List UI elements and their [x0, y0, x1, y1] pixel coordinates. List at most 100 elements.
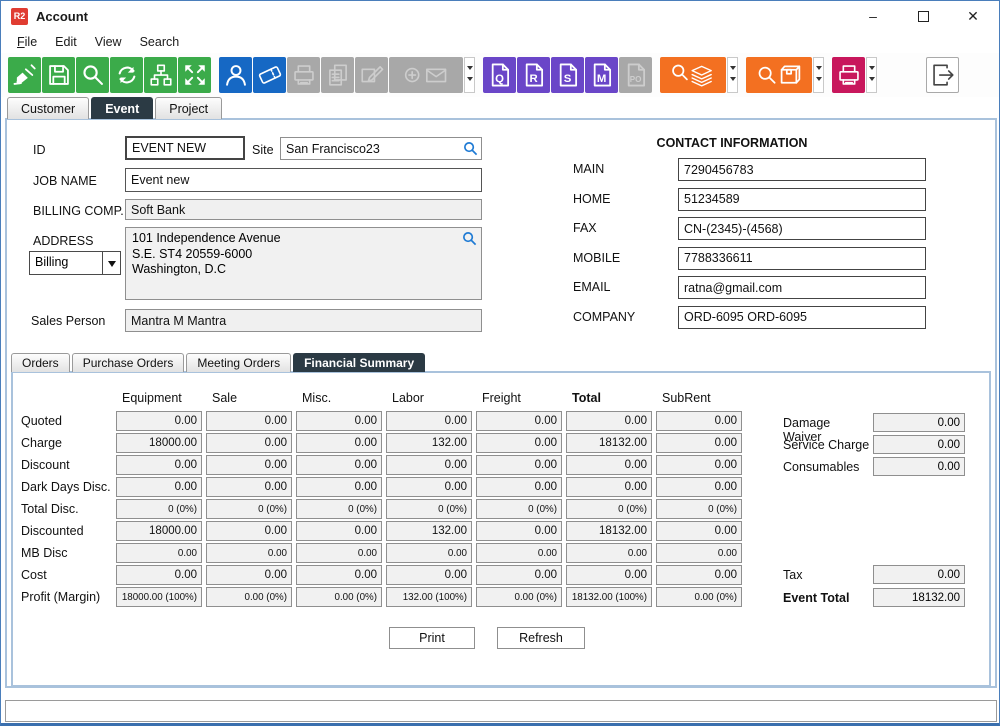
ticket-button[interactable] [253, 57, 286, 93]
hierarchy-button[interactable] [144, 57, 177, 93]
company-label: COMPANY [573, 309, 636, 324]
address-input[interactable]: 101 Independence Avenue S.E. ST4 20559-6… [125, 227, 482, 300]
plus-envelope-icon [395, 62, 457, 88]
subrental-button[interactable]: S [551, 57, 584, 93]
company-input[interactable] [678, 305, 926, 329]
id-label: ID [33, 143, 46, 157]
financial-cell: 0.00 [116, 565, 202, 585]
consumables-field: 0.00 [873, 457, 965, 476]
menu-item-edit[interactable]: Edit [55, 35, 77, 49]
sales-person-input[interactable] [125, 309, 482, 332]
address-type-select[interactable]: Billing [29, 251, 121, 275]
document-s-icon: S [555, 62, 581, 88]
save-button[interactable] [42, 57, 75, 93]
financial-cell: 0.00 [476, 521, 562, 541]
copy-icon [325, 62, 351, 88]
clear-button[interactable] [8, 57, 41, 93]
svg-text:PO: PO [629, 75, 641, 84]
tab-customer[interactable]: Customer [7, 97, 90, 119]
print-forms-button[interactable] [832, 57, 865, 93]
search-items-button[interactable] [746, 57, 812, 93]
financial-cell: 0 (0%) [656, 499, 742, 519]
chevron-down-icon [729, 77, 736, 84]
quote-button[interactable]: Q [483, 57, 516, 93]
financial-cell: 0.00 [206, 521, 292, 541]
search-orders-button[interactable] [660, 57, 726, 93]
financial-cell: 0.00 [476, 455, 562, 475]
search-orders-dropdown[interactable] [727, 57, 738, 93]
meeting-button[interactable]: M [585, 57, 618, 93]
expand-button[interactable] [178, 57, 211, 93]
menu-item-search[interactable]: Search [139, 35, 180, 49]
tab-event[interactable]: Event [91, 97, 154, 119]
id-input[interactable] [125, 136, 245, 160]
main-input[interactable] [678, 158, 926, 181]
sub-tab-orders[interactable]: Orders [11, 353, 70, 372]
menu-item-file[interactable]: File [17, 35, 38, 49]
exit-button[interactable] [926, 57, 959, 93]
financial-cell: 0.00 [656, 521, 742, 541]
financial-cell: 0.00 [116, 411, 202, 431]
close-button[interactable]: ✕ [967, 7, 979, 24]
contact-button[interactable] [219, 57, 252, 93]
person-icon [223, 62, 249, 88]
home-label: HOME [573, 191, 611, 206]
billing-company-input[interactable] [125, 199, 482, 220]
column-header-total: Total [572, 391, 601, 405]
sub-tab-financial-summary[interactable]: Financial Summary [293, 353, 426, 372]
financial-cell: 0.00 [206, 455, 292, 475]
column-header-misc: Misc. [302, 391, 332, 405]
job-name-input[interactable] [125, 168, 482, 192]
maximize-button[interactable] [913, 6, 933, 26]
financial-cell: 132.00 [386, 433, 472, 453]
address-type-arrow[interactable] [102, 252, 120, 274]
column-header-subrent: SubRent [662, 391, 711, 405]
mobile-input[interactable] [678, 246, 926, 270]
sub-tab-meeting-orders[interactable]: Meeting Orders [186, 353, 292, 372]
site-search-icon[interactable] [463, 141, 478, 156]
home-input[interactable] [678, 187, 926, 211]
chevron-down-icon [868, 77, 875, 84]
financial-cell: 0.00 [476, 477, 562, 497]
site-input[interactable] [280, 137, 482, 160]
financial-cell: 0.00 [566, 411, 652, 431]
refresh-button[interactable] [110, 57, 143, 93]
email-input[interactable] [678, 276, 926, 299]
print-button[interactable]: Print [389, 627, 475, 649]
tab-project[interactable]: Project [155, 97, 223, 119]
financial-cell: 0.00 [386, 411, 472, 431]
search-items-dropdown[interactable] [813, 57, 824, 93]
orders-tabstrip: Orders Purchase Orders Meeting Orders Finan… [11, 353, 427, 372]
mail-dropdown[interactable] [464, 57, 475, 93]
svg-text:R: R [529, 73, 537, 85]
financial-cell: 18132.00 (100%) [566, 587, 652, 607]
minimize-button[interactable]: – [869, 8, 877, 24]
fax-input[interactable] [678, 217, 926, 240]
menu-item-view[interactable]: View [94, 35, 122, 49]
sub-tab-purchase-orders[interactable]: Purchase Orders [71, 353, 185, 372]
financial-cell: 0.00 (0%) [656, 587, 742, 607]
mobile-label: MOBILE [573, 250, 621, 265]
address-search-icon[interactable] [462, 231, 477, 246]
row-label: Quoted [21, 414, 63, 428]
magnifier-icon [80, 62, 106, 88]
search-package-icon [751, 62, 807, 88]
financial-cell: 0 (0%) [566, 499, 652, 519]
floppy-icon [46, 62, 72, 88]
column-header-labor: Labor [392, 391, 424, 405]
financial-cell: 0.00 [206, 565, 292, 585]
row-label: Discount [21, 458, 70, 472]
service-charge-field: 0.00 [873, 435, 965, 454]
row-label: Total Disc. [21, 502, 79, 516]
print-forms-dropdown[interactable] [866, 57, 877, 93]
financial-cell: 0.00 (0%) [206, 587, 292, 607]
financial-cell: 0.00 [296, 477, 382, 497]
financial-cell: 18000.00 [116, 433, 202, 453]
chevron-down-icon [107, 260, 116, 271]
refresh-button[interactable]: Refresh [497, 627, 585, 649]
financial-cell: 0.00 [656, 455, 742, 475]
main-tabstrip: Customer Event Project [7, 97, 224, 119]
reservation-button[interactable]: R [517, 57, 550, 93]
search-button[interactable] [76, 57, 109, 93]
copy-button [321, 57, 354, 93]
